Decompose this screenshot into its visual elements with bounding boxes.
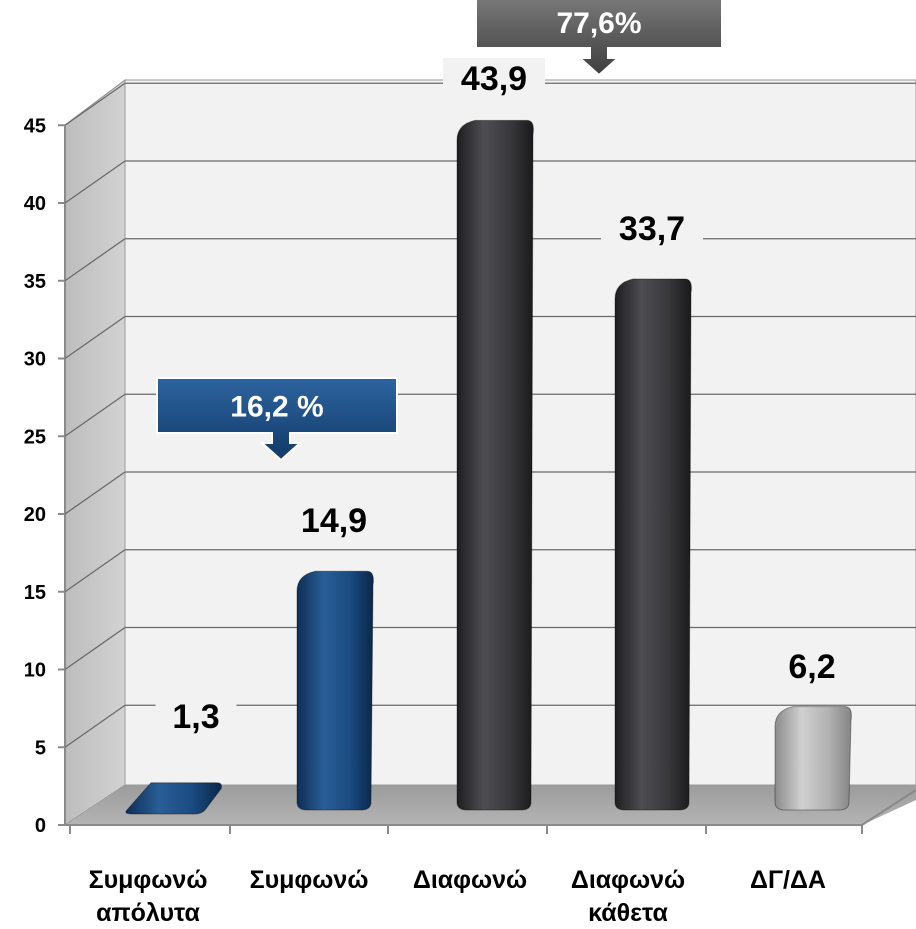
gridline-side	[64, 160, 126, 204]
category-label: Συμφωνώ	[250, 866, 369, 894]
category-label: Διαφωνώ κάθετα	[571, 866, 685, 927]
gridline-side	[64, 82, 126, 126]
y-tick-label: 0	[35, 815, 46, 837]
y-tick-label: 35	[24, 271, 46, 293]
y-tick-label: 5	[35, 737, 46, 759]
data-label: 43,9	[461, 60, 527, 98]
category-label: Διαφωνώ	[413, 866, 527, 894]
y-tick-label: 45	[24, 115, 46, 137]
data-labels: 1,3 14,9 43,9 33,7 6,2	[155, 58, 853, 740]
data-label: 1,3	[172, 698, 219, 736]
data-label-bg	[443, 58, 545, 102]
callout-arrow-box	[475, 0, 723, 77]
y-tick-label: 20	[24, 504, 46, 526]
data-label-bg	[283, 500, 385, 544]
data-label-bg	[771, 646, 853, 690]
gridline-side	[64, 626, 126, 671]
data-label: 33,7	[619, 210, 685, 248]
y-tick-label: 30	[24, 349, 46, 371]
floor-front-edge	[861, 789, 916, 826]
data-label: 14,9	[301, 502, 367, 540]
y-tick-label: 10	[24, 660, 46, 682]
category-labels: Συμφωνώ απόλυτα Συμφωνώ Διαφωνώ Διαφωνώ κάθετ…	[89, 866, 826, 927]
bar	[125, 782, 222, 815]
bars	[125, 119, 852, 815]
callout-arrow-box	[156, 377, 398, 462]
gridline-side	[64, 315, 126, 360]
callout-label: 77,6%	[556, 7, 641, 40]
data-label-bg	[155, 696, 237, 740]
gridline-side	[64, 549, 126, 593]
y-tick-label: 15	[24, 582, 46, 604]
data-label: 6,2	[788, 648, 835, 686]
y-tick-label: 40	[24, 193, 46, 215]
gridline-side	[64, 704, 126, 748]
left-wall	[64, 79, 126, 826]
y-axis-ticks: 0 5 10 15 20 25 30 35 40 45	[24, 115, 65, 837]
gridline-side	[64, 238, 126, 282]
gridline-side	[64, 393, 126, 437]
category-label: ΔΓ/ΔΑ	[750, 866, 826, 894]
bar	[456, 119, 534, 811]
bar	[774, 706, 852, 811]
callouts: 16,2 % 77,6%	[156, 0, 723, 462]
data-label-bg	[601, 208, 703, 252]
callout-label: 16,2 %	[230, 391, 323, 424]
bar	[614, 278, 692, 811]
category-label: Συμφωνώ απόλυτα	[89, 866, 208, 927]
bar	[296, 570, 374, 811]
x-axis-ticks	[69, 825, 863, 834]
gridline-side	[64, 471, 126, 515]
y-tick-label: 25	[24, 426, 46, 448]
